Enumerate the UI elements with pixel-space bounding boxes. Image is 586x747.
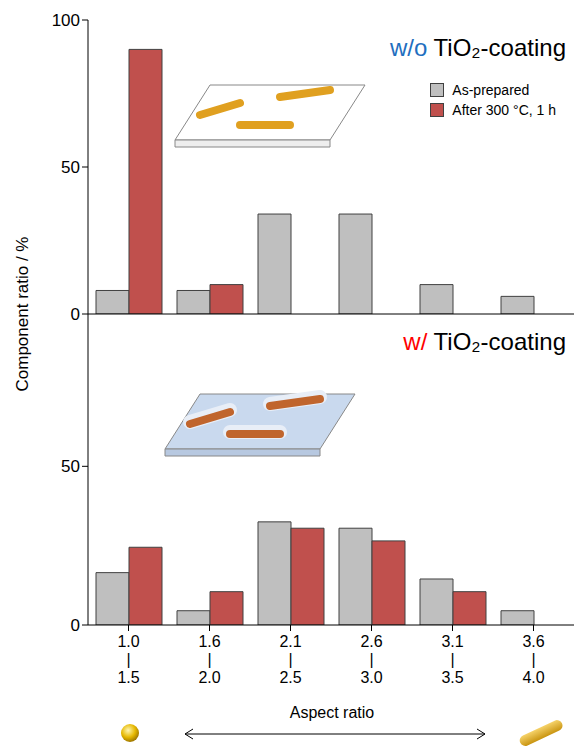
svg-text:50: 50 bbox=[61, 457, 80, 476]
html-text:w/o TiO₂-coating: w/o TiO₂-coating bbox=[389, 34, 566, 61]
svg-text:50: 50 bbox=[61, 158, 80, 177]
svg-text:0: 0 bbox=[71, 616, 80, 635]
svg-text:Component ratio / %: Component ratio / % bbox=[13, 237, 32, 392]
svg-text:3.6|4.0: 3.6|4.0 bbox=[522, 633, 544, 686]
svg-text:3.1|3.5: 3.1|3.5 bbox=[441, 633, 463, 686]
svg-text:2.1|2.5: 2.1|2.5 bbox=[279, 633, 301, 686]
svg-text:1.6|2.0: 1.6|2.0 bbox=[198, 633, 220, 686]
html-text:w/ TiO₂-coating: w/ TiO₂-coating bbox=[403, 328, 566, 355]
svg-text:2.6|3.0: 2.6|3.0 bbox=[360, 633, 382, 686]
html-text:As-prepared: As-prepared bbox=[452, 82, 530, 98]
svg-text:1.0|1.5: 1.0|1.5 bbox=[117, 633, 139, 686]
svg-text:Aspect ratio: Aspect ratio bbox=[290, 704, 375, 721]
html-text:After 300 °C, 1 h: After 300 °C, 1 h bbox=[452, 102, 556, 118]
svg-text:0: 0 bbox=[71, 305, 80, 324]
svg-text:100: 100 bbox=[52, 11, 80, 30]
